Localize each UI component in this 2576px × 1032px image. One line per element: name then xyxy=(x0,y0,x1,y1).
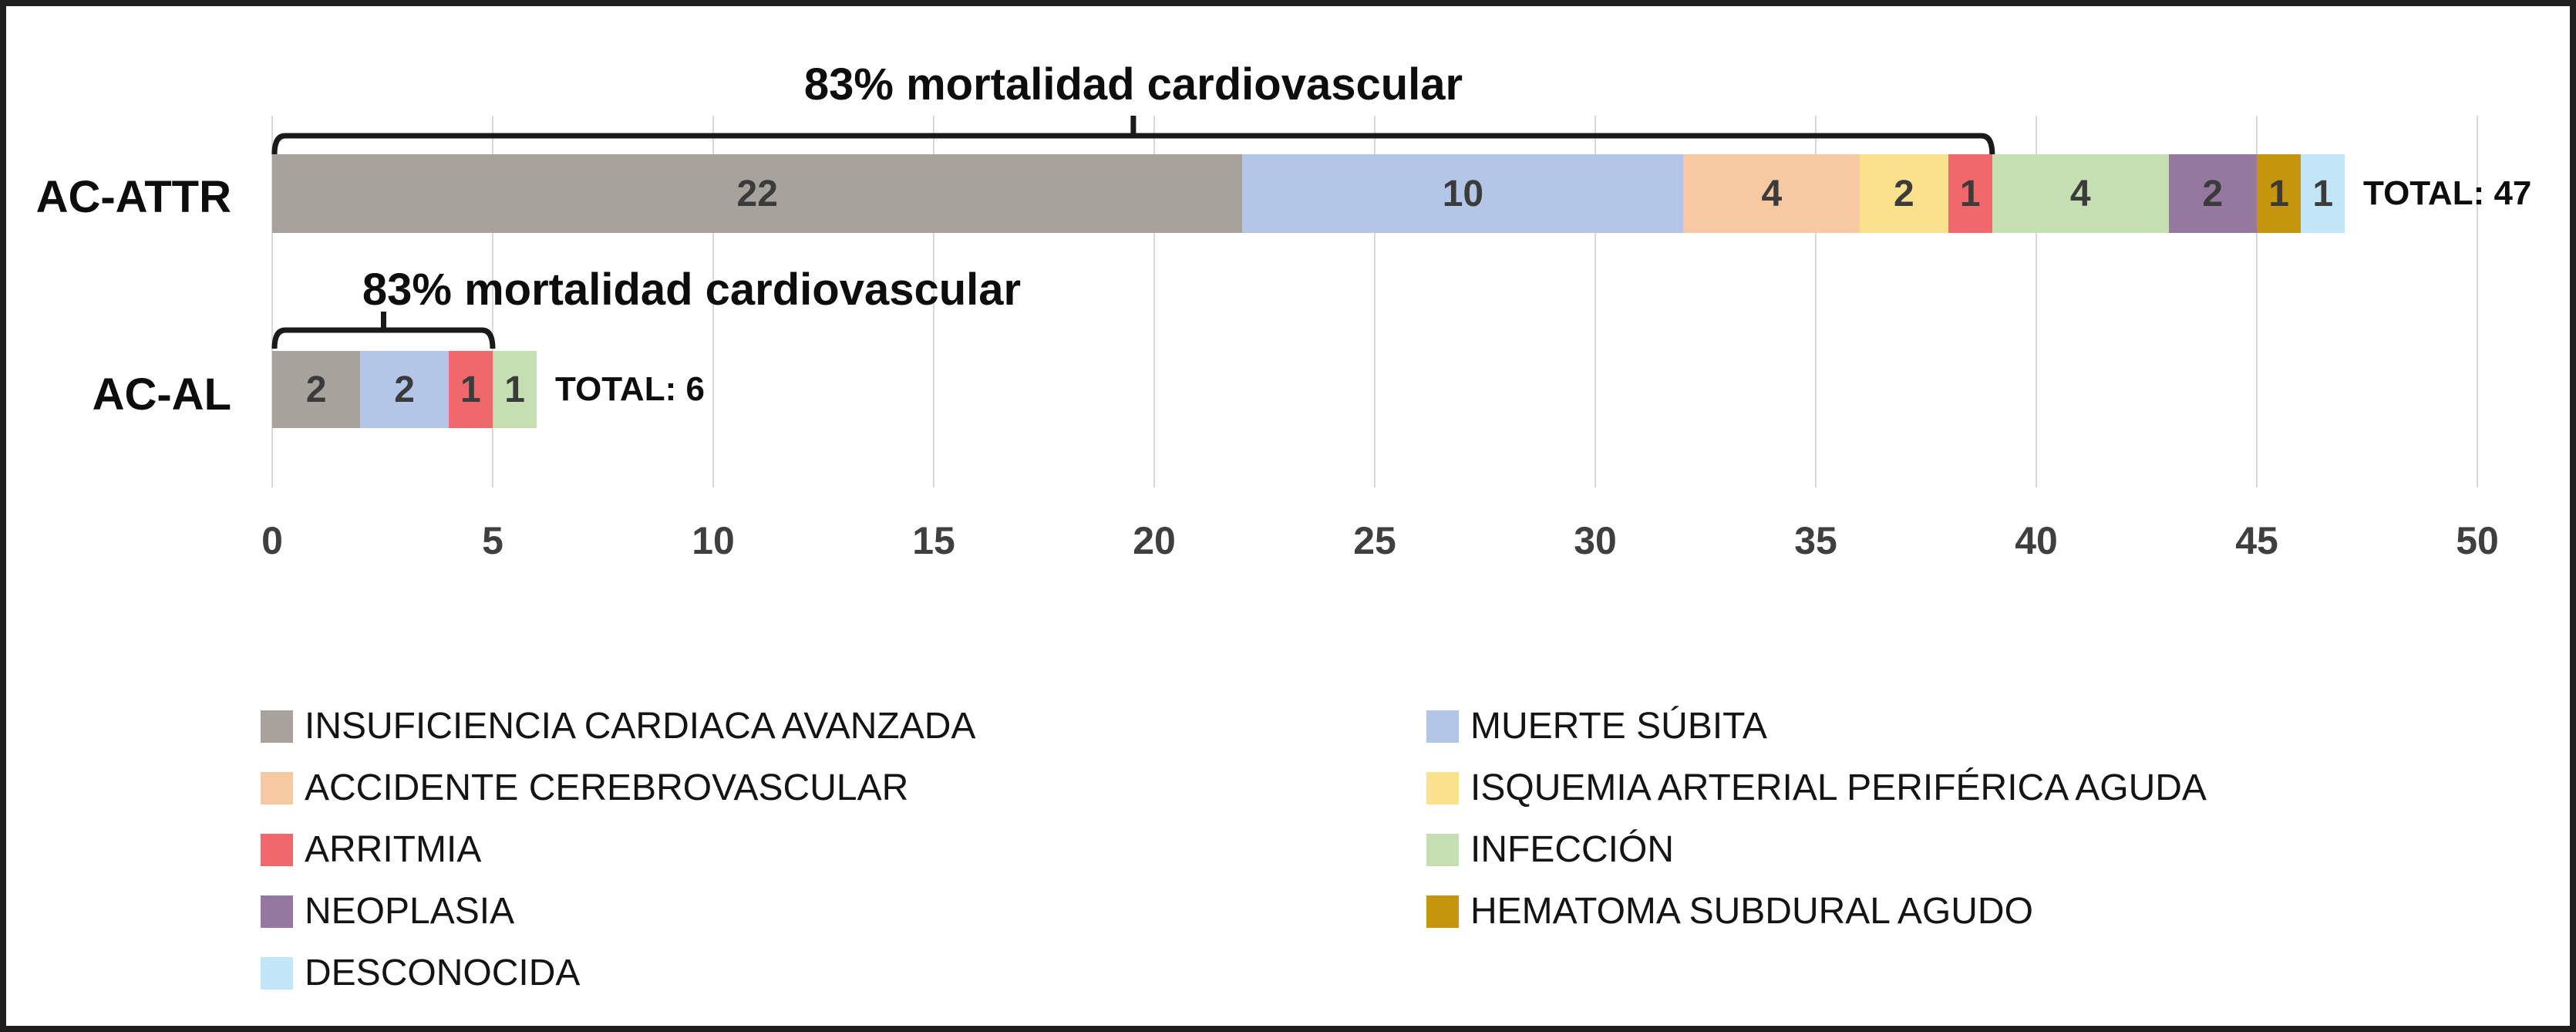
legend-label: MUERTE SÚBITA xyxy=(1470,706,1767,747)
legend-swatch-icon xyxy=(1426,834,1459,866)
legend-swatch-icon xyxy=(1426,772,1459,804)
bar-segment: 2 xyxy=(1860,154,1948,233)
x-tick-label-50: 50 xyxy=(2456,519,2499,562)
gridline-0 xyxy=(271,116,273,487)
x-tick-label-15: 15 xyxy=(912,519,955,562)
total-label-ac-attr: TOTAL: 47 xyxy=(2363,174,2532,212)
bar-segment: 1 xyxy=(492,351,537,428)
bar-segment: 4 xyxy=(1683,154,1860,233)
gridline-20 xyxy=(1153,116,1155,487)
legend-item: NEOPLASIA xyxy=(261,893,514,930)
x-tick-label-30: 30 xyxy=(1574,519,1617,562)
gridline-15 xyxy=(933,116,934,487)
legend-label: ARRITMIA xyxy=(305,829,482,870)
x-tick-label-0: 0 xyxy=(261,519,283,562)
legend-label: NEOPLASIA xyxy=(305,891,515,932)
legend-swatch-icon xyxy=(261,772,293,804)
bar-segment: 4 xyxy=(1992,154,2169,233)
x-tick-label-25: 25 xyxy=(1353,519,1396,562)
legend-swatch-icon xyxy=(261,895,293,928)
gridline-35 xyxy=(1815,116,1817,487)
annotation-ac-al-cardiovascular: 83% mortalidad cardiovascular xyxy=(362,265,1022,315)
legend-item: ARRITMIA xyxy=(261,831,481,868)
x-tick-label-40: 40 xyxy=(2015,519,2058,562)
legend-label: DESCONOCIDA xyxy=(305,953,581,993)
legend-item: ISQUEMIA ARTERIAL PERIFÉRICA AGUDA xyxy=(1426,770,2207,807)
bar-segment: 2 xyxy=(360,351,449,428)
legend-item: DESCONOCIDA xyxy=(261,955,580,992)
total-label-ac-al: TOTAL: 6 xyxy=(555,370,705,408)
category-label-ac-attr: AC-ATTR xyxy=(35,172,231,222)
legend-label: INFECCIÓN xyxy=(1470,829,1674,870)
gridline-5 xyxy=(492,116,493,487)
legend-swatch-icon xyxy=(261,834,293,866)
legend-swatch-icon xyxy=(261,957,293,990)
gridline-45 xyxy=(2256,116,2258,487)
annotation-ac-attr-cardiovascular: 83% mortalidad cardiovascular xyxy=(803,59,1463,110)
bar-segment: 1 xyxy=(2301,154,2345,233)
bar-segment: 2 xyxy=(2168,154,2257,233)
legend-item: INFECCIÓN xyxy=(1426,831,1674,868)
bar-ac-attr: 22 10 4 2 1 4 2 1 1 xyxy=(272,154,2345,233)
legend-item: INSUFICIENCIA CARDIACA AVANZADA xyxy=(261,708,975,745)
legend-swatch-icon xyxy=(1426,710,1459,743)
bar-segment: 1 xyxy=(448,351,493,428)
x-tick-label-10: 10 xyxy=(692,519,735,562)
bar-segment: 1 xyxy=(1948,154,1992,233)
bar-segment: 22 xyxy=(272,154,1243,233)
gridline-25 xyxy=(1374,116,1376,487)
x-tick-label-20: 20 xyxy=(1133,519,1176,562)
gridline-30 xyxy=(1594,116,1596,487)
category-label-ac-al: AC-AL xyxy=(92,369,231,420)
gridline-10 xyxy=(712,116,714,487)
x-tick-label-45: 45 xyxy=(2235,519,2278,562)
legend-label: ACCIDENTE CEREBROVASCULAR xyxy=(305,767,909,808)
bar-segment: 2 xyxy=(272,351,361,428)
gridline-50 xyxy=(2477,116,2478,487)
legend-label: ISQUEMIA ARTERIAL PERIFÉRICA AGUDA xyxy=(1470,767,2207,808)
bracket-ac-al xyxy=(271,312,496,349)
legend-label: INSUFICIENCIA CARDIACA AVANZADA xyxy=(305,706,976,747)
bracket-ac-attr xyxy=(271,116,1995,155)
legend-swatch-icon xyxy=(261,710,293,743)
legend-swatch-icon xyxy=(1426,895,1459,928)
bar-segment: 10 xyxy=(1242,154,1684,233)
x-tick-label-5: 5 xyxy=(482,519,503,562)
legend-label: HEMATOMA SUBDURAL AGUDO xyxy=(1470,891,2033,932)
gridline-40 xyxy=(2036,116,2037,487)
legend-item: MUERTE SÚBITA xyxy=(1426,708,1767,745)
x-tick-label-35: 35 xyxy=(1794,519,1837,562)
bar-segment: 1 xyxy=(2256,154,2302,233)
legend-item: HEMATOMA SUBDURAL AGUDO xyxy=(1426,893,2033,930)
legend-item: ACCIDENTE CEREBROVASCULAR xyxy=(261,770,908,807)
